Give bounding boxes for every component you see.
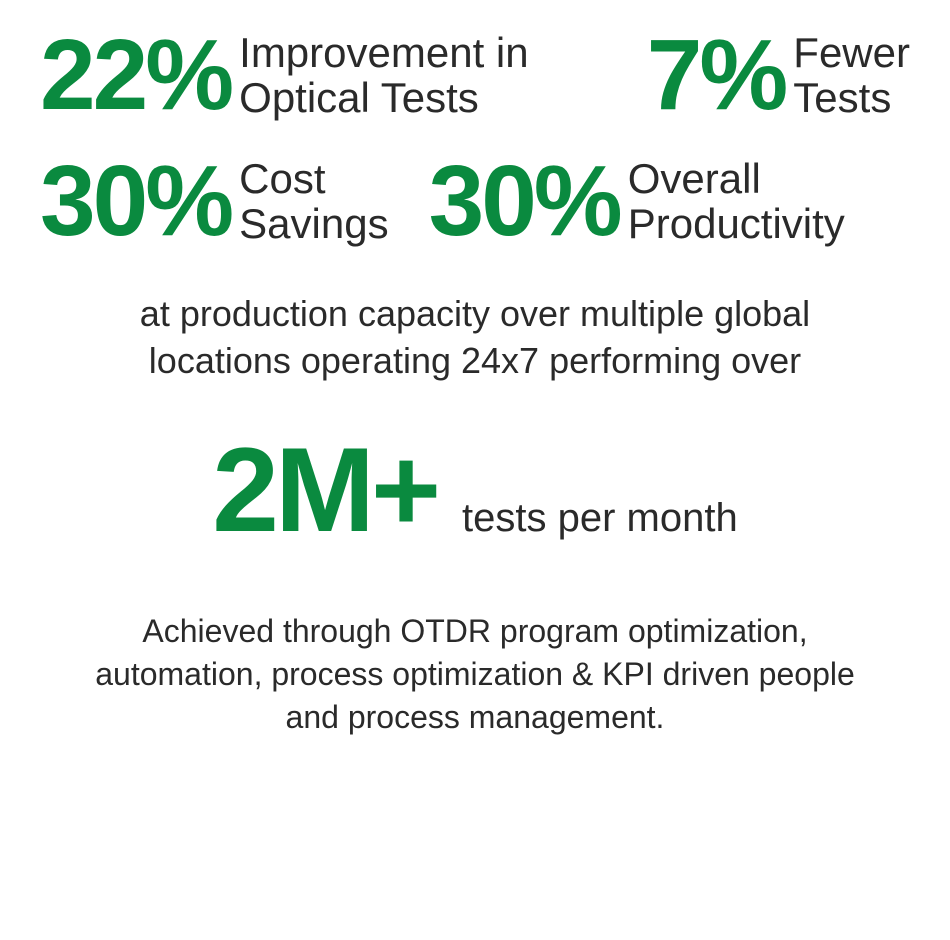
stat-label: Cost Savings [239, 156, 388, 247]
stat-value: 22% [40, 33, 231, 118]
stat-cost-savings: 30% Cost Savings [40, 156, 389, 247]
stat-label: Fewer Tests [793, 30, 910, 121]
volume-stat: 2M+ tests per month [40, 430, 910, 550]
volume-value: 2M+ [212, 430, 437, 550]
stat-label-line2: Tests [793, 74, 891, 121]
mid-paragraph: at production capacity over multiple glo… [40, 291, 910, 385]
stat-label-line2: Savings [239, 200, 388, 247]
volume-label: tests per month [462, 496, 738, 541]
stat-label-line1: Overall [628, 155, 761, 202]
stat-label-line2: Optical Tests [239, 74, 479, 121]
stat-value: 7% [647, 33, 786, 118]
stat-value: 30% [429, 159, 620, 244]
stat-value: 30% [40, 159, 231, 244]
stat-optical-tests: 22% Improvement in Optical Tests [40, 30, 529, 121]
stats-row-1: 22% Improvement in Optical Tests 7% Fewe… [40, 30, 910, 121]
stat-label: Overall Productivity [628, 156, 845, 247]
stat-overall-productivity: 30% Overall Productivity [429, 156, 845, 247]
stat-label-line1: Improvement in [239, 29, 528, 76]
footer-paragraph: Achieved through OTDR program optimizati… [40, 610, 910, 740]
stats-row-2: 30% Cost Savings 30% Overall Productivit… [40, 156, 910, 247]
stat-label-line1: Fewer [793, 29, 910, 76]
stat-fewer-tests: 7% Fewer Tests [647, 30, 910, 121]
stat-label-line1: Cost [239, 155, 325, 202]
stat-label-line2: Productivity [628, 200, 845, 247]
stat-label: Improvement in Optical Tests [239, 30, 528, 121]
